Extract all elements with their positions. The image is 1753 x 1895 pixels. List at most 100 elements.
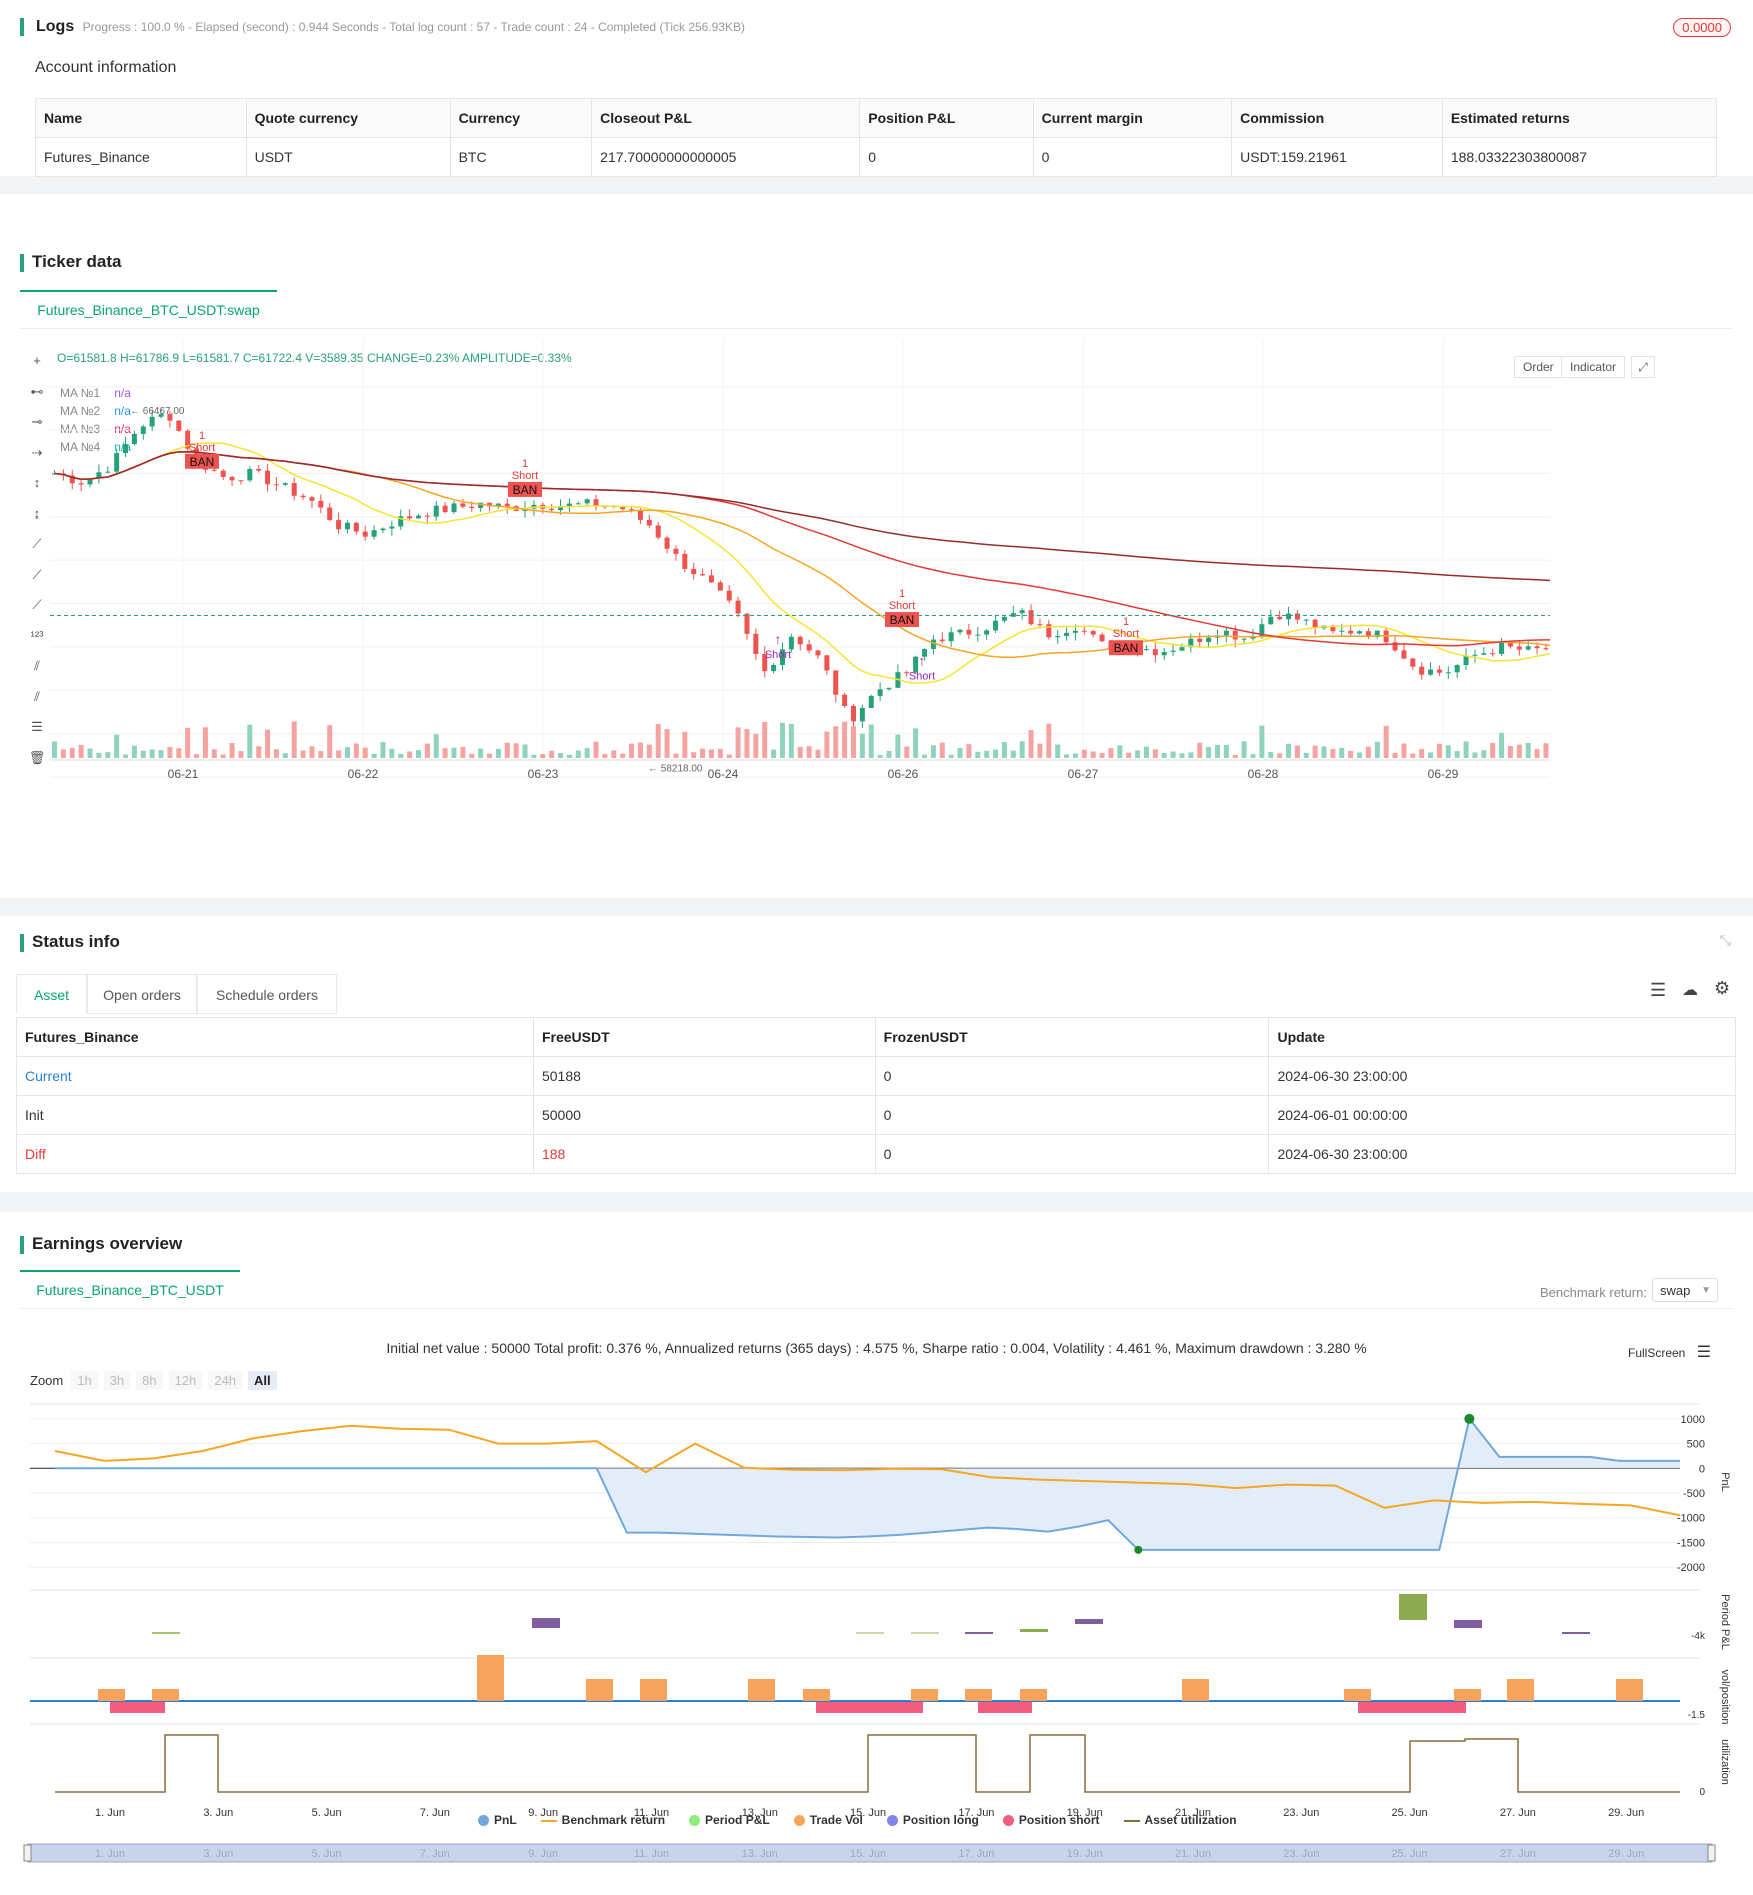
cloud-download-icon[interactable]: ☁ [1682, 982, 1698, 999]
navigator-handle-left[interactable] [23, 1844, 32, 1862]
zoom-option[interactable]: 3h [103, 1371, 131, 1390]
benchmark-select[interactable]: swap ▼ [1652, 1278, 1718, 1302]
y-tick-label: -2000 [1677, 1562, 1705, 1574]
volume-bar [336, 750, 342, 758]
zoom-option[interactable]: 24h [208, 1371, 243, 1390]
volume-bar [1516, 744, 1522, 758]
candle-body [868, 695, 874, 708]
status-tab[interactable]: Asset [16, 974, 87, 1014]
volume-bar [185, 727, 191, 758]
price-label-icon[interactable]: ¹²³ [30, 627, 44, 643]
earnings-chart[interactable]: 1000 500 0 -500 -1000 -1500 -2000 PnL Period P&L… [0, 1212, 1753, 1895]
level-icon[interactable]: ☰ [31, 719, 43, 734]
side-tick: 0 [1699, 1787, 1705, 1798]
trend-line-icon[interactable]: ⟋ [32, 536, 42, 551]
volume-bar [1268, 752, 1274, 758]
menu-icon[interactable]: ☰ [1696, 1344, 1712, 1361]
candle-body [1286, 613, 1292, 620]
zoom-option[interactable]: All [248, 1371, 277, 1390]
table-cell: Futures_Binance [35, 137, 247, 177]
gear-icon[interactable]: ⚙ [1714, 978, 1731, 998]
legend-item[interactable]: Position short [1002, 1813, 1100, 1827]
fib-icon[interactable]: ⫽ [34, 688, 40, 704]
candle-body [584, 499, 590, 504]
volume-bar [753, 733, 759, 758]
legend-item[interactable]: Trade Vol [793, 1813, 863, 1827]
volume-bar [735, 727, 741, 758]
volume-bar [1357, 752, 1363, 758]
navigator-tick: 1. Jun [95, 1848, 125, 1860]
zoom-option[interactable]: 1h [71, 1371, 98, 1390]
trash-icon[interactable]: 🗑 [28, 749, 46, 765]
status-tab[interactable]: Schedule orders [197, 974, 337, 1014]
trade-count-label: 1 [199, 430, 205, 442]
volume-bar [549, 750, 555, 758]
arrow-icon[interactable]: ⇢ [31, 444, 43, 460]
legend-item[interactable]: Asset utilization [1123, 1813, 1237, 1827]
volume-bar [1312, 745, 1318, 758]
ray-icon[interactable]: ⊸ [31, 414, 43, 429]
candle-body [1410, 658, 1416, 667]
vertical-ray-icon[interactable]: ↨ [33, 505, 41, 521]
column-header: Position P&L [859, 98, 1034, 138]
volume-bar [211, 749, 217, 758]
volume-bar [602, 753, 608, 758]
parallel-channel-icon[interactable]: ⫽ [34, 658, 40, 673]
legend-item[interactable]: Position long [886, 1813, 979, 1827]
segment-icon[interactable]: ⟋ [32, 597, 42, 612]
horizontal-line-icon[interactable]: ⊷ [30, 383, 44, 399]
candle-body [380, 528, 386, 531]
table-cell: 2024-06-30 23:00:00 [1268, 1056, 1736, 1096]
side-tick: -1.5 [1688, 1710, 1706, 1721]
zoom-option[interactable]: 12h [168, 1371, 203, 1390]
legend-item[interactable]: Benchmark return [540, 1813, 665, 1827]
logs-title: Logs Progress : 100.0 % - Elapsed (secon… [20, 18, 745, 36]
candle-body [1028, 610, 1034, 625]
volume-bar [1206, 746, 1212, 758]
volume-bar [629, 743, 635, 758]
short-label: Short [512, 470, 538, 482]
indicator-button[interactable]: Indicator [1561, 356, 1626, 378]
volume-bar [939, 742, 945, 758]
column-header: FreeUSDT [532, 1017, 876, 1057]
candle-body [1055, 636, 1061, 638]
list-icon[interactable]: ☰ [1650, 980, 1667, 1000]
volume-bar [877, 754, 883, 758]
navigator-handle-right[interactable] [1707, 1844, 1716, 1862]
expand-icon[interactable]: ⤢ [1631, 356, 1655, 378]
collapse-icon[interactable]: ⤡ [1719, 932, 1731, 948]
table-cell: 2024-06-01 00:00:00 [1268, 1095, 1736, 1135]
table-cell: Diff [16, 1134, 534, 1174]
volume-bar [433, 734, 439, 758]
legend-item[interactable]: Period P&L [689, 1813, 770, 1827]
tab-ticker-symbol[interactable]: Futures_Binance_BTC_USDT:swap [20, 290, 277, 328]
tab-earnings-symbol[interactable]: Futures_Binance_BTC_USDT [20, 1270, 240, 1308]
candle-body [1277, 616, 1283, 620]
status-tab[interactable]: Open orders [87, 974, 197, 1014]
table-cell: 0 [1032, 137, 1233, 177]
candlestick-chart[interactable]: 67000.0066000.0065000.0064000.0063000.00… [50, 340, 1550, 800]
volume-bar [886, 750, 892, 758]
legend-label: Trade Vol [809, 1813, 863, 1827]
order-button[interactable]: Order [1514, 356, 1563, 378]
volume-bar [291, 721, 297, 758]
legend-item[interactable]: PnL [478, 1813, 517, 1827]
volume-bar [273, 749, 279, 758]
candle-body [1525, 646, 1531, 650]
legend-dot-icon [689, 1815, 701, 1827]
zoom-bar: Zoom 1h 3h 8h 12h 24h All [30, 1371, 277, 1390]
table-cell: 0 [874, 1056, 1270, 1096]
candle-body [1081, 630, 1087, 632]
volume-bar [859, 733, 865, 758]
cursor-icon[interactable]: + [33, 353, 41, 368]
candle-body [247, 468, 253, 481]
vertical-line-icon[interactable]: ↕ [33, 475, 41, 490]
volume-bar [1410, 753, 1416, 758]
position-short-bar [816, 1702, 923, 1713]
ma-name: MA №2 [60, 404, 101, 418]
zoom-option[interactable]: 8h [136, 1371, 163, 1390]
volume-bar [1543, 743, 1549, 758]
fullscreen-button[interactable]: FullScreen ☰ [1628, 1344, 1712, 1361]
candle-body [717, 582, 723, 591]
extended-line-icon[interactable]: ⟋ [32, 566, 42, 582]
